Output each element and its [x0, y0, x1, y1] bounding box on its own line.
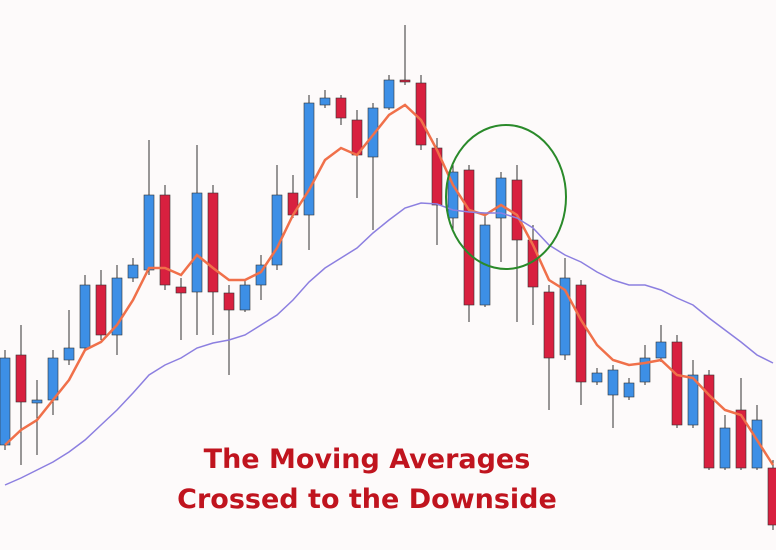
candle-body	[79, 284, 91, 349]
candle-body	[127, 264, 139, 279]
candle-body	[751, 419, 763, 469]
annotation: The Moving Averages	[204, 444, 531, 475]
candle-body	[495, 177, 507, 219]
candle-body	[511, 179, 523, 241]
candle-body	[335, 97, 347, 119]
candle-body	[239, 284, 251, 311]
candle-body	[143, 194, 155, 271]
candle-body	[463, 169, 475, 306]
candle-body	[367, 107, 379, 158]
annotation: Crossed to the Downside	[177, 484, 557, 515]
candle-body	[175, 286, 187, 294]
candle-body	[383, 79, 395, 109]
candle-body	[703, 374, 715, 469]
candle-body	[415, 82, 427, 146]
candle-body	[399, 79, 411, 83]
candle-body	[623, 382, 635, 398]
candle-body	[15, 354, 27, 403]
candle-body	[271, 194, 283, 266]
candle-body	[63, 347, 75, 361]
candle-body	[303, 102, 315, 216]
candle-body	[159, 194, 171, 286]
candle-body	[319, 97, 331, 106]
candle-body	[223, 292, 235, 311]
candle-body	[207, 192, 219, 293]
highlight-ellipse	[445, 124, 567, 270]
candle-body	[719, 427, 731, 469]
candle-body	[767, 467, 776, 526]
candle-body	[607, 369, 619, 396]
candle-body	[111, 277, 123, 336]
candle-body	[0, 357, 11, 446]
candle-body	[191, 192, 203, 293]
candle-body	[575, 284, 587, 383]
candle-body	[543, 291, 555, 359]
candle-body	[735, 409, 747, 469]
candle-body	[655, 341, 667, 359]
candle-body	[639, 357, 651, 383]
candle-body	[591, 372, 603, 383]
candle-body	[687, 374, 699, 426]
candle-body	[31, 399, 43, 404]
candle-body	[95, 284, 107, 336]
candle-body	[671, 341, 683, 426]
moving-average	[4, 103, 775, 466]
candle-body	[559, 277, 571, 356]
moving-average	[4, 202, 774, 486]
